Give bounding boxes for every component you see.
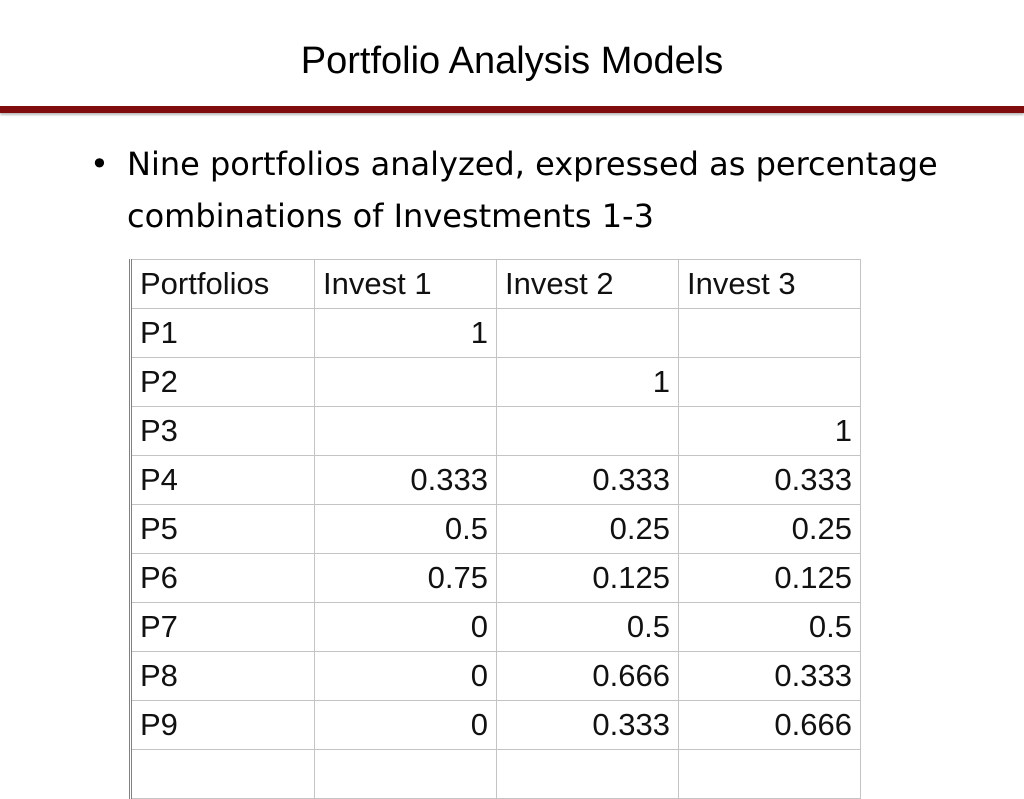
cell: 0.333 xyxy=(314,455,497,505)
cell: 0.75 xyxy=(314,553,497,603)
table-row xyxy=(130,749,861,799)
cell: 0.666 xyxy=(678,700,861,750)
cell: 0 xyxy=(314,651,497,701)
table-row: P3 1 xyxy=(130,406,861,456)
row-label: P3 xyxy=(130,406,315,456)
cell: 1 xyxy=(496,357,679,407)
table-row: P1 1 xyxy=(130,308,861,358)
header-row: Portfolios Invest 1 Invest 2 Invest 3 xyxy=(130,259,861,309)
cell: 0.5 xyxy=(496,602,679,652)
table-row: P9 0 0.333 0.666 xyxy=(130,700,861,750)
cell: 0 xyxy=(314,602,497,652)
cell xyxy=(314,749,497,799)
cell xyxy=(496,308,679,358)
cell xyxy=(678,308,861,358)
row-label: P4 xyxy=(130,455,315,505)
row-label: P6 xyxy=(130,553,315,603)
cell: 0.333 xyxy=(678,455,861,505)
table-row: P8 0 0.666 0.333 xyxy=(130,651,861,701)
row-label: P1 xyxy=(130,308,315,358)
row-label: P8 xyxy=(130,651,315,701)
cell: 1 xyxy=(678,406,861,456)
cell: 0.5 xyxy=(314,504,497,554)
slide-title: Portfolio Analysis Models xyxy=(300,40,724,82)
cell xyxy=(496,406,679,456)
row-label: P7 xyxy=(130,602,315,652)
cell xyxy=(496,749,679,799)
table-row: P2 1 xyxy=(130,357,861,407)
row-label: P2 xyxy=(130,357,315,407)
cell: 0 xyxy=(314,700,497,750)
portfolio-table: Portfolios Invest 1 Invest 2 Invest 3 P1 1 P2 1… xyxy=(129,259,861,799)
table-row: P4 0.333 0.333 0.333 xyxy=(130,455,861,505)
cell xyxy=(314,357,497,407)
cell: 0.333 xyxy=(496,455,679,505)
cell xyxy=(678,749,861,799)
cell xyxy=(678,357,861,407)
cell: 0.666 xyxy=(496,651,679,701)
column-header: Invest 2 xyxy=(496,259,679,309)
row-label: P5 xyxy=(130,504,315,554)
table-row: P5 0.5 0.25 0.25 xyxy=(130,504,861,554)
cell: 0.125 xyxy=(496,553,679,603)
table-row: P6 0.75 0.125 0.125 xyxy=(130,553,861,603)
slide: Portfolio Analysis Models Nine portfolio… xyxy=(0,0,1024,768)
cell: 0.25 xyxy=(678,504,861,554)
title-rule xyxy=(0,106,1024,113)
cell: 0.5 xyxy=(678,602,861,652)
cell: 0.25 xyxy=(496,504,679,554)
column-header: Invest 3 xyxy=(678,259,861,309)
cell: 1 xyxy=(314,308,497,358)
bullet: Nine portfolios analyzed, expressed as p… xyxy=(90,138,977,242)
cell xyxy=(314,406,497,456)
column-header: Invest 1 xyxy=(314,259,497,309)
cell: 0.333 xyxy=(496,700,679,750)
cell: 0.125 xyxy=(678,553,861,603)
row-label: P9 xyxy=(130,700,315,750)
cell xyxy=(130,749,315,799)
cell: 0.333 xyxy=(678,651,861,701)
table-row: P7 0 0.5 0.5 xyxy=(130,602,861,652)
bullet-list: Nine portfolios analyzed, expressed as p… xyxy=(90,138,990,242)
column-header: Portfolios xyxy=(130,259,315,309)
